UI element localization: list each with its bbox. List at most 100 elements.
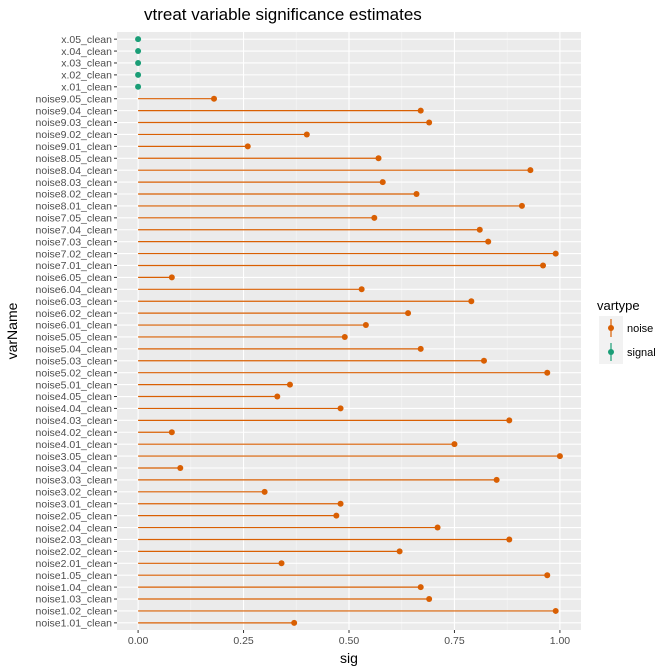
y-tick-label: noise3.01_clean: [36, 498, 113, 510]
data-point: [506, 536, 513, 543]
legend-key-point: [608, 325, 614, 331]
y-tick-label: noise1.01_clean: [36, 618, 113, 630]
data-point: [417, 107, 424, 114]
y-tick-label: noise9.05_clean: [36, 93, 113, 105]
legend: vartype noise signal: [597, 298, 656, 364]
y-tick-label: noise4.03_clean: [36, 415, 113, 427]
data-point: [552, 607, 559, 614]
y-tick-label: noise2.02_clean: [36, 546, 113, 558]
data-point: [135, 59, 142, 66]
y-tick-label: noise6.01_clean: [36, 320, 113, 332]
y-tick-label: noise7.03_clean: [36, 236, 113, 248]
data-point: [552, 250, 559, 257]
data-point: [274, 393, 281, 400]
data-point: [211, 95, 218, 102]
data-point: [417, 584, 424, 591]
x-tick-label: 0.25: [233, 635, 254, 647]
y-tick-label: noise5.02_clean: [36, 367, 113, 379]
y-tick-label: x.02_clean: [61, 70, 112, 82]
y-tick-label: noise8.02_clean: [36, 189, 113, 201]
data-point: [434, 524, 441, 531]
data-point: [341, 333, 348, 340]
legend-title: vartype: [597, 298, 640, 313]
data-point: [244, 143, 251, 150]
y-tick-label: noise1.04_clean: [36, 582, 113, 594]
data-point: [540, 262, 547, 269]
data-point: [337, 500, 344, 507]
y-tick-label: noise4.02_clean: [36, 427, 113, 439]
data-point: [135, 71, 142, 78]
y-tick-label: noise6.04_clean: [36, 284, 113, 296]
data-point: [135, 48, 142, 55]
y-tick-label: noise1.05_clean: [36, 570, 113, 582]
y-tick-label: noise7.02_clean: [36, 248, 113, 260]
y-tick-label: noise7.05_clean: [36, 213, 113, 225]
data-point: [261, 488, 268, 495]
data-point: [303, 131, 310, 138]
y-tick-label: noise7.04_clean: [36, 224, 113, 236]
data-point: [405, 310, 412, 317]
y-tick-label: x.03_clean: [61, 58, 112, 70]
y-tick-label: noise4.04_clean: [36, 403, 113, 415]
data-point: [135, 83, 142, 90]
data-point: [468, 298, 475, 305]
data-point: [375, 155, 382, 162]
lollipop-points: [135, 36, 563, 626]
data-point: [518, 202, 525, 209]
data-point: [379, 179, 386, 186]
data-point: [337, 405, 344, 412]
y-tick-label: noise3.04_clean: [36, 463, 113, 475]
data-point: [286, 381, 293, 388]
data-point: [527, 167, 534, 174]
y-tick-label: noise8.01_clean: [36, 201, 113, 213]
y-tick-label: noise2.05_clean: [36, 510, 113, 522]
y-tick-label: noise2.01_clean: [36, 558, 113, 570]
data-point: [506, 417, 513, 424]
data-point: [278, 560, 285, 567]
y-tick-label: noise2.04_clean: [36, 522, 113, 534]
y-tick-label: noise5.04_clean: [36, 344, 113, 356]
y-tick-label: noise9.04_clean: [36, 105, 113, 117]
data-point: [413, 191, 420, 198]
y-tick-label: noise8.05_clean: [36, 153, 113, 165]
y-tick-label: noise5.01_clean: [36, 379, 113, 391]
data-point: [291, 619, 298, 626]
data-point: [362, 322, 369, 329]
y-tick-label: noise1.02_clean: [36, 606, 113, 618]
data-point: [168, 429, 175, 436]
data-point: [485, 238, 492, 245]
y-tick-label: noise9.01_clean: [36, 141, 113, 153]
data-point: [417, 345, 424, 352]
y-tick-label: noise6.05_clean: [36, 272, 113, 284]
data-point: [480, 357, 487, 364]
lollipop-stems: [138, 98, 560, 624]
y-tick-label: x.04_clean: [61, 46, 112, 58]
y-tick-label: noise3.02_clean: [36, 487, 113, 499]
data-point: [371, 214, 378, 221]
data-point: [333, 512, 340, 519]
data-point: [168, 274, 175, 281]
y-tick-label: noise4.01_clean: [36, 439, 113, 451]
y-axis-ticks: x.05_cleanx.04_cleanx.03_cleanx.02_clean…: [36, 34, 117, 630]
y-tick-label: noise9.03_clean: [36, 117, 113, 129]
legend-label: noise: [627, 323, 653, 335]
data-point: [358, 286, 365, 293]
data-point: [493, 476, 500, 483]
data-point: [396, 548, 403, 555]
data-point: [426, 119, 433, 126]
data-point: [556, 453, 563, 460]
x-tick-label: 0.75: [444, 635, 465, 647]
data-point: [476, 226, 483, 233]
y-tick-label: noise4.05_clean: [36, 391, 113, 403]
data-point: [135, 36, 142, 43]
x-tick-label: 0.50: [339, 635, 360, 647]
y-tick-label: noise8.03_clean: [36, 177, 113, 189]
data-point: [426, 596, 433, 603]
y-tick-label: noise7.01_clean: [36, 260, 113, 272]
data-point: [177, 464, 184, 471]
y-tick-label: noise9.02_clean: [36, 129, 113, 141]
y-tick-label: noise5.03_clean: [36, 355, 113, 367]
y-tick-label: x.05_clean: [61, 34, 112, 46]
y-axis-title: varName: [4, 302, 20, 359]
